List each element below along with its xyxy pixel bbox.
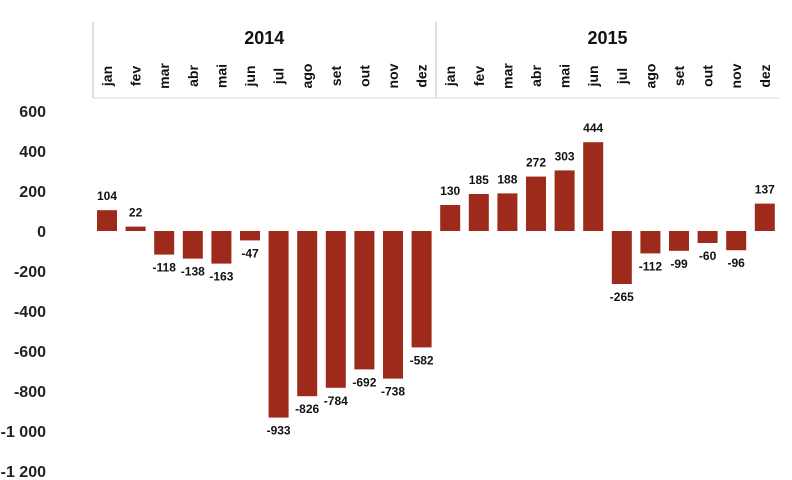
y-tick-label: -1 200 bbox=[1, 464, 46, 480]
month-label: abr bbox=[185, 65, 201, 87]
data-label: 303 bbox=[555, 149, 575, 163]
month-label: dez bbox=[757, 64, 773, 87]
y-tick-label: -1 000 bbox=[1, 424, 46, 441]
data-label: -112 bbox=[639, 259, 663, 273]
bar bbox=[411, 231, 432, 348]
bar bbox=[754, 203, 775, 231]
bar bbox=[697, 231, 718, 243]
data-label: -784 bbox=[324, 394, 348, 408]
data-label: -933 bbox=[267, 424, 291, 438]
bar bbox=[240, 231, 260, 241]
bar bbox=[268, 231, 289, 418]
data-label: 188 bbox=[497, 172, 517, 186]
data-label: -96 bbox=[728, 256, 746, 270]
month-label: jan bbox=[99, 66, 115, 87]
data-label: -738 bbox=[381, 385, 405, 399]
bar bbox=[468, 194, 489, 231]
data-label: -118 bbox=[153, 261, 177, 275]
bar bbox=[211, 231, 232, 264]
bar bbox=[640, 231, 661, 254]
year-label-2015: 2015 bbox=[587, 28, 627, 48]
data-label: -138 bbox=[181, 265, 205, 279]
y-tick-label: -400 bbox=[14, 304, 46, 321]
bar bbox=[554, 170, 575, 231]
y-tick-label: 400 bbox=[19, 144, 46, 161]
month-label: ago bbox=[642, 64, 658, 89]
y-tick-label: -600 bbox=[14, 344, 46, 361]
data-label: -692 bbox=[352, 375, 376, 389]
month-label: jun bbox=[242, 66, 258, 88]
y-tick-label: 600 bbox=[19, 104, 46, 121]
month-label: mai bbox=[557, 64, 573, 88]
month-label: nov bbox=[385, 63, 401, 88]
month-label: fev bbox=[471, 66, 487, 86]
month-label: abr bbox=[528, 65, 544, 87]
data-label: 444 bbox=[583, 121, 603, 135]
bar bbox=[297, 231, 318, 397]
data-label: 137 bbox=[755, 183, 775, 197]
data-label: 104 bbox=[97, 189, 117, 203]
y-tick-label: -200 bbox=[14, 264, 46, 281]
month-label: mar bbox=[156, 63, 172, 89]
month-label: jun bbox=[585, 66, 601, 88]
month-label: jul bbox=[271, 68, 287, 85]
data-label: -47 bbox=[241, 246, 259, 260]
y-tick-label: 0 bbox=[37, 224, 46, 241]
month-label: fev bbox=[128, 66, 144, 86]
bar bbox=[154, 231, 175, 255]
month-label: dez bbox=[414, 64, 430, 87]
month-label: mai bbox=[213, 64, 229, 88]
bar bbox=[497, 193, 518, 231]
data-label: -265 bbox=[610, 290, 634, 304]
month-label: set bbox=[671, 66, 687, 87]
bar bbox=[726, 231, 747, 251]
bar bbox=[440, 205, 461, 231]
y-tick-label: 200 bbox=[19, 184, 46, 201]
y-tick-label: -800 bbox=[14, 384, 46, 401]
month-label: mar bbox=[499, 63, 515, 89]
bar bbox=[182, 231, 203, 259]
month-label: set bbox=[328, 66, 344, 87]
bar bbox=[354, 231, 375, 370]
month-label: nov bbox=[728, 63, 744, 88]
year-label-2014: 2014 bbox=[244, 28, 284, 48]
bar bbox=[125, 226, 146, 231]
month-label: out bbox=[356, 65, 372, 87]
data-label: 130 bbox=[440, 184, 460, 198]
data-label: -826 bbox=[295, 402, 319, 416]
month-label: jul bbox=[614, 68, 630, 85]
data-label: -60 bbox=[699, 249, 717, 263]
data-label: -99 bbox=[670, 257, 688, 271]
bar bbox=[97, 210, 117, 231]
bar bbox=[383, 231, 403, 379]
data-label: 185 bbox=[469, 173, 489, 187]
bar bbox=[526, 176, 546, 231]
month-label: jan bbox=[442, 66, 458, 87]
bar bbox=[611, 231, 632, 284]
month-label: ago bbox=[299, 64, 315, 89]
data-label: -582 bbox=[410, 353, 434, 367]
bar bbox=[325, 231, 346, 388]
bar bbox=[669, 231, 689, 251]
data-label: 272 bbox=[526, 156, 546, 170]
bar bbox=[583, 142, 604, 231]
data-label: -163 bbox=[209, 270, 233, 284]
data-label: 22 bbox=[129, 206, 143, 220]
month-label: out bbox=[700, 65, 716, 87]
